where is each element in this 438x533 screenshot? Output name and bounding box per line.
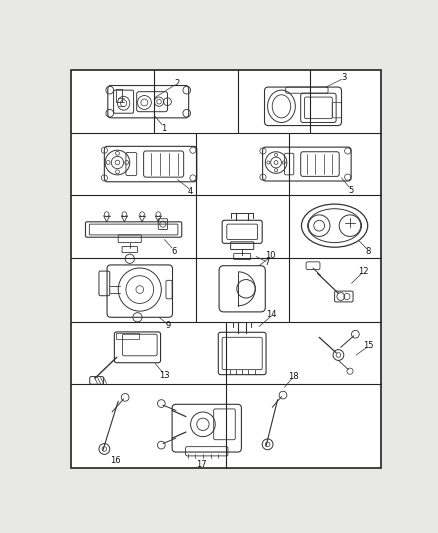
Bar <box>116 90 122 102</box>
Text: 8: 8 <box>366 247 371 255</box>
Text: 9: 9 <box>166 321 171 330</box>
Text: 4: 4 <box>188 187 193 196</box>
Text: 16: 16 <box>110 456 121 465</box>
Bar <box>116 333 139 339</box>
Text: 18: 18 <box>289 372 299 381</box>
Text: 1: 1 <box>161 124 166 133</box>
Text: 10: 10 <box>265 251 276 260</box>
Text: 17: 17 <box>196 460 207 469</box>
Text: 5: 5 <box>348 185 353 195</box>
Text: 3: 3 <box>341 72 346 82</box>
Text: 15: 15 <box>363 341 374 350</box>
Text: 6: 6 <box>171 247 177 255</box>
Text: 12: 12 <box>358 268 368 276</box>
Text: 2: 2 <box>175 79 180 88</box>
Text: 7: 7 <box>264 258 269 267</box>
Text: 14: 14 <box>266 311 277 319</box>
Text: 13: 13 <box>159 370 170 379</box>
